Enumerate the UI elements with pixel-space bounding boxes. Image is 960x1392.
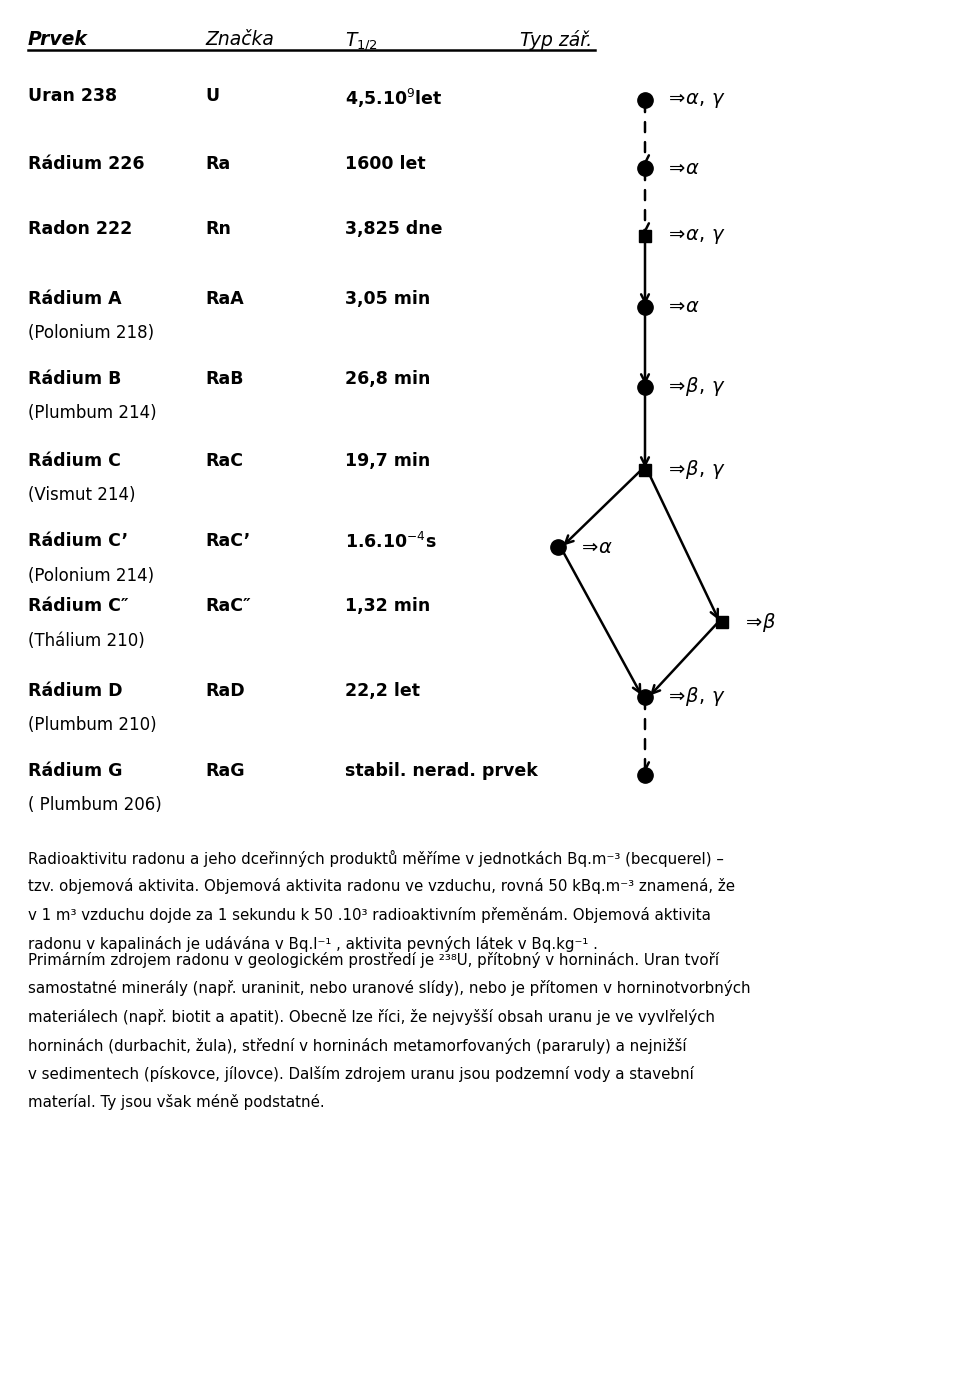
Text: Radioaktivitu radonu a jeho dceřinných produktů měříme v jednotkách Bq.m⁻³ (becq: Radioaktivitu radonu a jeho dceřinných p… bbox=[28, 851, 724, 867]
Text: $\Rightarrow\!\alpha$: $\Rightarrow\!\alpha$ bbox=[665, 298, 701, 316]
Text: 1,32 min: 1,32 min bbox=[345, 597, 430, 615]
Text: v sedimentech (pískovce, jílovce). Dalším zdrojem uranu jsou podzemní vody a sta: v sedimentech (pískovce, jílovce). Další… bbox=[28, 1066, 694, 1082]
Text: $\Rightarrow\!\alpha,\,\gamma$: $\Rightarrow\!\alpha,\,\gamma$ bbox=[665, 90, 726, 110]
Text: Radon 222: Radon 222 bbox=[28, 220, 132, 238]
Text: Rádium A: Rádium A bbox=[28, 290, 122, 308]
Text: materíal. Ty jsou však méně podstatné.: materíal. Ty jsou však méně podstatné. bbox=[28, 1094, 324, 1111]
Text: $\Rightarrow\!\alpha$: $\Rightarrow\!\alpha$ bbox=[578, 537, 613, 557]
Text: horninách (durbachit, žula), střední v horninách metamorfovaných (pararuly) a ne: horninách (durbachit, žula), střední v h… bbox=[28, 1037, 686, 1054]
Text: U: U bbox=[205, 86, 219, 104]
Text: Rádium D: Rádium D bbox=[28, 682, 123, 700]
Text: 19,7 min: 19,7 min bbox=[345, 452, 430, 470]
Text: (Polonium 218): (Polonium 218) bbox=[28, 324, 155, 342]
Text: Uran 238: Uran 238 bbox=[28, 86, 117, 104]
Text: RaA: RaA bbox=[205, 290, 244, 308]
Text: $\Rightarrow\!\beta$: $\Rightarrow\!\beta$ bbox=[742, 611, 777, 633]
Text: Prvek: Prvek bbox=[28, 31, 88, 49]
Text: tzv. objemová aktivita. Objemová aktivita radonu ve vzduchu, rovná 50 kBq.m⁻³ zn: tzv. objemová aktivita. Objemová aktivit… bbox=[28, 878, 735, 895]
Text: 1600 let: 1600 let bbox=[345, 155, 425, 173]
Text: Rádium C: Rádium C bbox=[28, 452, 121, 470]
Text: Ra: Ra bbox=[205, 155, 230, 173]
Text: RaB: RaB bbox=[205, 370, 244, 388]
Text: (Polonium 214): (Polonium 214) bbox=[28, 567, 155, 585]
Text: $\Rightarrow\!\beta,\,\gamma$: $\Rightarrow\!\beta,\,\gamma$ bbox=[665, 458, 726, 482]
Text: 3,825 dne: 3,825 dne bbox=[345, 220, 443, 238]
Text: ( Plumbum 206): ( Plumbum 206) bbox=[28, 796, 161, 814]
Text: Typ zář.: Typ zář. bbox=[520, 31, 592, 50]
Text: RaD: RaD bbox=[205, 682, 245, 700]
Text: $\Rightarrow\!\alpha,\,\gamma$: $\Rightarrow\!\alpha,\,\gamma$ bbox=[665, 227, 726, 245]
Text: radonu v kapalinách je udávána v Bq.l⁻¹ , aktivita pevných látek v Bq.kg⁻¹ .: radonu v kapalinách je udávána v Bq.l⁻¹ … bbox=[28, 935, 598, 952]
Text: Rádium B: Rádium B bbox=[28, 370, 121, 388]
Text: materiálech (např. biotit a apatit). Obecně lze říci, že nejvyšší obsah uranu je: materiálech (např. biotit a apatit). Obe… bbox=[28, 1009, 715, 1025]
Text: Rádium C’: Rádium C’ bbox=[28, 532, 128, 550]
Text: RaC: RaC bbox=[205, 452, 243, 470]
Text: Primárním zdrojem radonu v geologickém prostředí je ²³⁸U, přítobný v horninách. : Primárním zdrojem radonu v geologickém p… bbox=[28, 952, 719, 967]
Text: $\Rightarrow\!\beta,\,\gamma$: $\Rightarrow\!\beta,\,\gamma$ bbox=[665, 685, 726, 709]
Text: Rn: Rn bbox=[205, 220, 230, 238]
Text: 26,8 min: 26,8 min bbox=[345, 370, 430, 388]
Text: samostatné minerály (např. uraninit, nebo uranové slídy), nebo je přítomen v hor: samostatné minerály (např. uraninit, neb… bbox=[28, 980, 751, 997]
Text: (Thálium 210): (Thálium 210) bbox=[28, 632, 145, 650]
Text: Rádium 226: Rádium 226 bbox=[28, 155, 145, 173]
Text: RaC″: RaC″ bbox=[205, 597, 251, 615]
Text: 3,05 min: 3,05 min bbox=[345, 290, 430, 308]
Text: Rádium G: Rádium G bbox=[28, 761, 123, 780]
Text: 1.6.10$^{-4}$s: 1.6.10$^{-4}$s bbox=[345, 532, 437, 553]
Text: RaG: RaG bbox=[205, 761, 245, 780]
Text: Rádium C″: Rádium C″ bbox=[28, 597, 129, 615]
Text: $\Rightarrow\!\alpha$: $\Rightarrow\!\alpha$ bbox=[665, 159, 701, 178]
Text: v 1 m³ vzduchu dojde za 1 sekundu k 50 .10³ radioaktivním přeměnám. Objemová akt: v 1 m³ vzduchu dojde za 1 sekundu k 50 .… bbox=[28, 908, 710, 923]
Text: (Vismut 214): (Vismut 214) bbox=[28, 486, 135, 504]
Text: RaC’: RaC’ bbox=[205, 532, 251, 550]
Text: Značka: Značka bbox=[205, 31, 274, 49]
Text: 22,2 let: 22,2 let bbox=[345, 682, 420, 700]
Text: stabil. nerad. prvek: stabil. nerad. prvek bbox=[345, 761, 538, 780]
Text: $\Rightarrow\!\beta,\,\gamma$: $\Rightarrow\!\beta,\,\gamma$ bbox=[665, 376, 726, 398]
Text: $T_{1/2}$: $T_{1/2}$ bbox=[345, 31, 378, 53]
Text: (Plumbum 210): (Plumbum 210) bbox=[28, 717, 156, 735]
Text: (Plumbum 214): (Plumbum 214) bbox=[28, 405, 156, 423]
Text: 4,5.10$^9$let: 4,5.10$^9$let bbox=[345, 86, 443, 110]
